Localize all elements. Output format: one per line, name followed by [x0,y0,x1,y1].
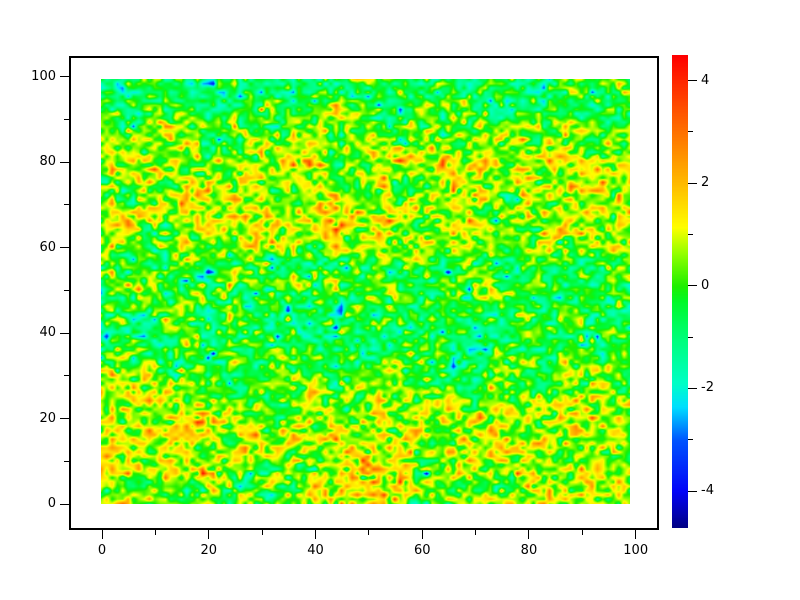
x-axis-major-tick [314,530,316,539]
colorbar-major-tick [688,387,697,389]
x-axis-tick-label: 20 [200,543,218,558]
x-axis-tick-label: 40 [307,543,324,558]
colorbar-tick-label: -4 [701,483,714,499]
y-axis-tick-label: 60 [39,239,56,255]
y-axis-tick-label: 20 [39,410,56,426]
x-axis-minor-tick [154,530,156,535]
x-axis-major-tick [635,530,637,539]
y-axis-minor-tick [64,204,69,206]
colorbar-minor-tick [688,131,693,133]
colorbar-major-tick [688,490,697,492]
x-axis-tick-label: 80 [520,543,538,558]
x-axis-minor-tick [368,530,370,535]
y-axis-major-tick [60,418,69,420]
colorbar-minor-tick [688,439,693,441]
colorbar-minor-tick [688,234,693,236]
y-axis-major-tick [60,332,69,334]
y-axis-major-tick [60,161,69,163]
y-axis-minor-tick [64,375,69,377]
y-axis-tick-label: 0 [47,496,56,511]
y-axis-tick-label: 40 [39,325,56,341]
colorbar-major-tick [688,285,697,287]
x-axis-major-tick [101,530,103,539]
y-axis-major-tick [60,247,69,249]
y-axis-major-tick [60,503,69,505]
colorbar-major-tick [688,80,697,82]
y-axis-major-tick [60,76,69,78]
y-axis-minor-tick [64,460,69,462]
x-axis-minor-tick [475,530,477,535]
x-axis-major-tick [208,530,210,539]
x-axis-minor-tick [581,530,583,535]
y-axis-minor-tick [64,289,69,291]
y-axis-tick-label: 100 [31,68,56,84]
x-axis-major-tick [421,530,423,539]
colorbar-gradient [672,55,688,528]
heatmap-canvas [101,79,630,504]
colorbar-major-tick [688,182,697,184]
y-axis-minor-tick [64,118,69,120]
x-axis-minor-tick [261,530,263,535]
colorbar-tick-label: 0 [701,277,710,293]
x-axis-major-tick [528,530,530,539]
x-axis-tick-label: 0 [97,543,107,558]
colorbar-minor-tick [688,336,693,338]
x-axis-tick-label: 60 [413,543,431,558]
y-axis-tick-label: 80 [39,154,56,170]
x-axis-tick-label: 100 [623,543,649,558]
colorbar-tick-label: 2 [701,175,710,191]
colorbar-tick-label: -2 [701,380,714,396]
colorbar-tick-label: 4 [701,72,710,88]
